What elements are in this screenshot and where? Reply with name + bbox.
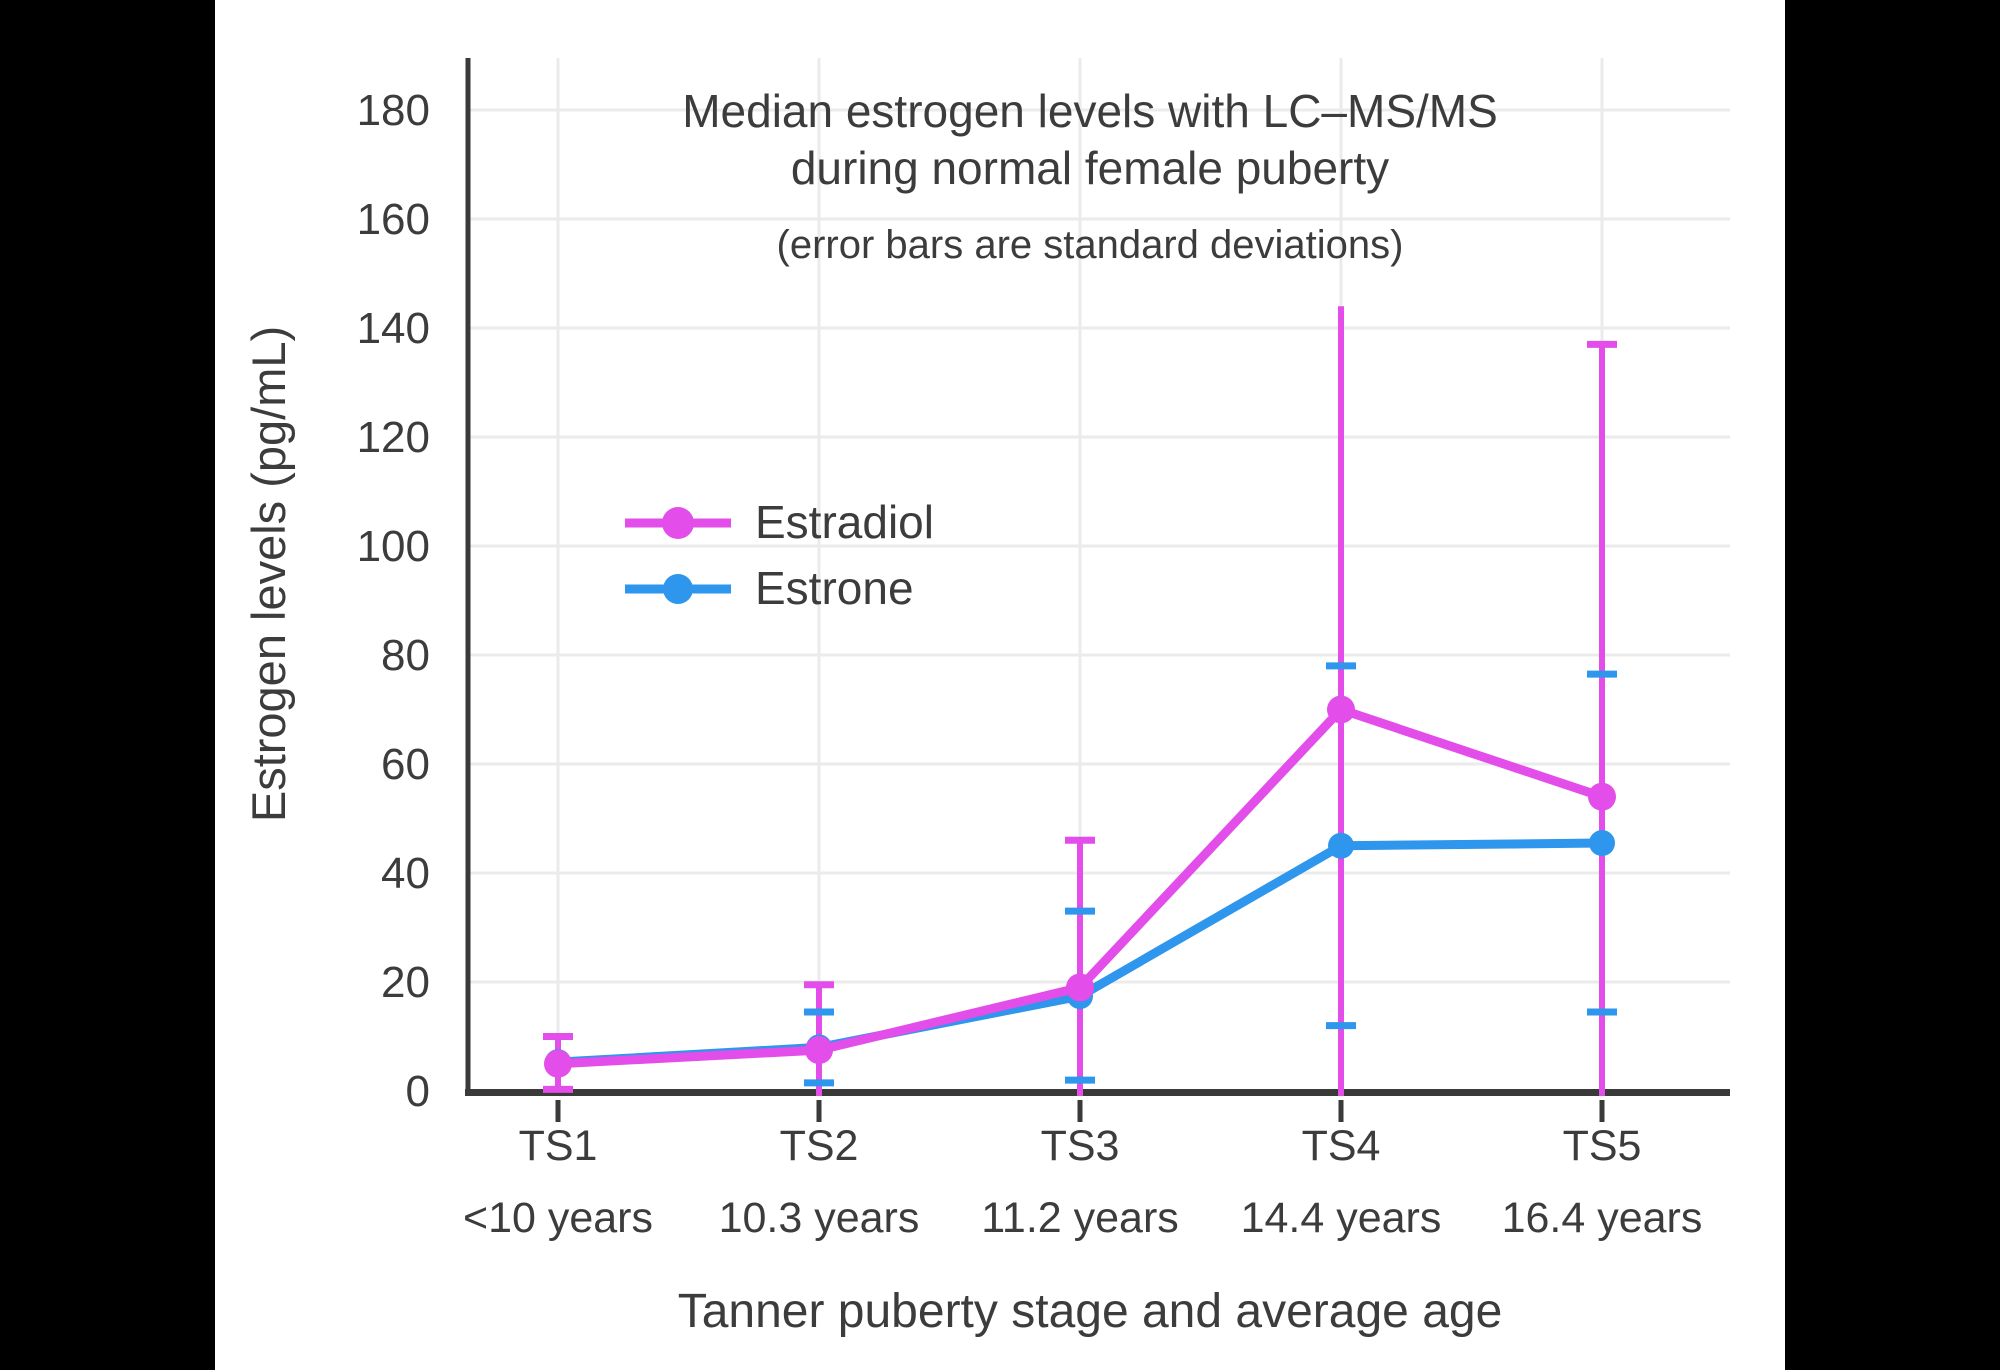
chart-title-line1: Median estrogen levels with LC–MS/MS <box>682 85 1498 137</box>
x-tick-label-TS3: TS3 <box>1041 1122 1120 1170</box>
x-tick-label-TS4: TS4 <box>1302 1122 1381 1170</box>
chart-title-line2: during normal female puberty <box>791 142 1389 194</box>
estradiol-point-TS3 <box>1066 973 1094 1002</box>
y-tick-label-60: 60 <box>381 740 430 789</box>
y-tick-label-160: 160 <box>357 195 430 244</box>
x-sublabel-TS2: 10.3 years <box>719 1194 920 1242</box>
legend-sample-marker-estrone <box>663 574 693 604</box>
chart-subtitle: (error bars are standard deviations) <box>777 223 1404 267</box>
y-tick-label-120: 120 <box>357 413 430 462</box>
y-axis-title: Estrogen levels (pg/mL) <box>242 326 295 822</box>
estradiol-point-TS1 <box>544 1049 572 1078</box>
y-tick-label-40: 40 <box>381 849 430 898</box>
estradiol-point-TS5 <box>1588 782 1616 811</box>
y-tick-label-140: 140 <box>357 304 430 353</box>
x-sublabel-TS5: 16.4 years <box>1502 1194 1703 1242</box>
estrone-point-TS4 <box>1328 832 1354 859</box>
x-sublabel-TS3: 11.2 years <box>981 1194 1179 1242</box>
y-tick-label-20: 20 <box>381 958 430 1007</box>
estradiol-point-TS2 <box>805 1036 833 1065</box>
x-tick-label-TS1: TS1 <box>519 1122 598 1170</box>
legend-label-estradiol: Estradiol <box>755 496 934 548</box>
y-tick-label-80: 80 <box>381 631 430 680</box>
y-tick-label-100: 100 <box>357 522 430 571</box>
legend-label-estrone: Estrone <box>755 562 914 614</box>
y-tick-label-0: 0 <box>406 1067 430 1116</box>
x-axis-title: Tanner puberty stage and average age <box>678 1285 1503 1338</box>
x-tick-label-TS5: TS5 <box>1563 1122 1642 1170</box>
legend-sample-marker-estradiol <box>662 507 694 539</box>
x-sublabel-TS4: 14.4 years <box>1241 1194 1442 1242</box>
x-tick-label-TS2: TS2 <box>780 1122 859 1170</box>
estrone-point-TS5 <box>1589 830 1615 857</box>
y-tick-label-180: 180 <box>357 86 430 135</box>
chart-canvas: 0 20 40 60 80 100 120 140 160 180 TS1 TS2 TS3 TS4 TS5 <… <box>215 0 1785 1370</box>
estradiol-point-TS4 <box>1327 695 1355 724</box>
estrogen-puberty-chart: 0 20 40 60 80 100 120 140 160 180 TS1 TS2 TS3 TS4 TS5 <… <box>242 58 1730 1338</box>
x-sublabel-TS1: <10 years <box>463 1194 653 1242</box>
